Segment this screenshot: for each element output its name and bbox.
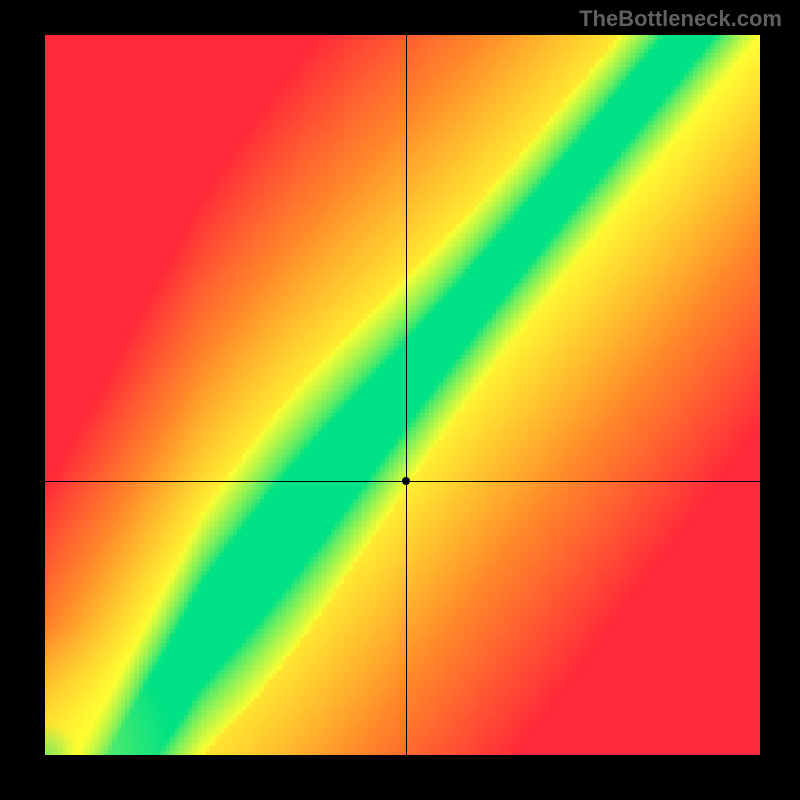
bottleneck-heatmap <box>45 35 760 755</box>
crosshair-vertical <box>406 35 407 755</box>
watermark-text: TheBottleneck.com <box>579 6 782 32</box>
chart-container: TheBottleneck.com <box>0 0 800 800</box>
